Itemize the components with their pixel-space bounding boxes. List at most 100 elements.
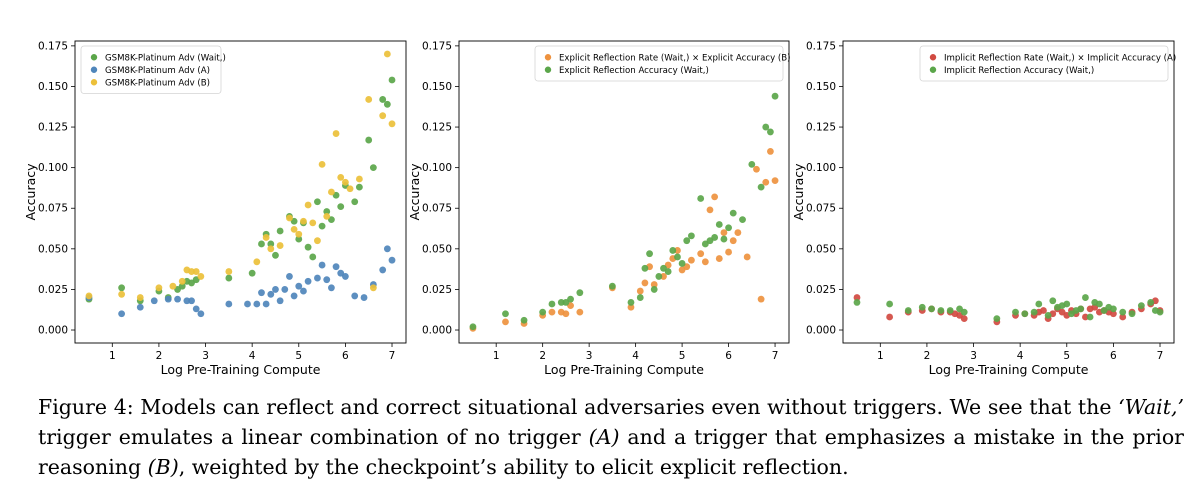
- data-point: [655, 273, 663, 280]
- x-tick-label: 6: [725, 350, 732, 362]
- caption-text-1: Figure 4: Models can reflect and correct…: [38, 395, 1119, 419]
- data-point: [262, 234, 270, 241]
- data-point: [1021, 310, 1029, 318]
- caption-a: (A): [588, 425, 620, 449]
- y-tick-label: 0.075: [38, 203, 68, 215]
- data-point: [286, 273, 293, 280]
- y-tick-label: 0.075: [422, 203, 452, 215]
- y-tick-label: 0.050: [38, 243, 68, 255]
- data-point: [886, 313, 894, 321]
- x-tick-label: 1: [109, 350, 116, 362]
- data-point: [1109, 310, 1117, 318]
- data-point: [379, 112, 387, 120]
- data-point: [267, 245, 275, 253]
- data-point: [351, 292, 359, 300]
- data-point: [715, 221, 723, 228]
- legend-box: [534, 45, 784, 82]
- x-tick-label: 2: [156, 350, 163, 362]
- data-point: [853, 299, 861, 306]
- data-point: [328, 284, 335, 292]
- data-point: [669, 247, 677, 254]
- chart-panel-3: 1 2 3 4 5 6 7 0.000 0.025 0.050 0.075 0.100 0.125 0.1…: [791, 40, 1176, 377]
- data-point: [341, 178, 349, 186]
- data-point: [253, 258, 261, 266]
- data-point: [183, 297, 191, 305]
- data-point: [1128, 310, 1136, 318]
- data-point: [548, 300, 556, 308]
- data-point: [341, 273, 349, 280]
- data-point: [248, 269, 256, 277]
- data-point: [650, 281, 658, 288]
- data-point: [295, 282, 303, 290]
- data-point: [304, 277, 312, 285]
- data-point: [1119, 308, 1127, 316]
- data-point: [567, 295, 574, 303]
- legend-marker: [90, 54, 98, 61]
- data-point: [164, 295, 172, 303]
- x-tick-label: 7: [1157, 350, 1164, 362]
- data-point: [290, 292, 298, 300]
- data-point: [258, 240, 265, 248]
- data-point: [314, 274, 321, 282]
- y-tick-label: 0.125: [38, 122, 68, 134]
- y-tick-label: 0.150: [806, 81, 836, 93]
- data-point: [1035, 300, 1043, 308]
- data-point: [309, 253, 317, 261]
- data-point: [369, 284, 377, 292]
- y-tick-label: 0.050: [806, 243, 836, 255]
- data-point: [771, 177, 779, 185]
- caption-wait: ‘Wait,’: [1118, 395, 1184, 419]
- series-2: [469, 92, 779, 331]
- data-point: [383, 245, 391, 253]
- series-2: [85, 245, 396, 318]
- data-point: [469, 323, 477, 331]
- y-axis-label: Accuracy: [407, 163, 422, 221]
- data-point: [636, 294, 644, 301]
- data-point: [562, 310, 570, 318]
- data-point: [1049, 297, 1057, 305]
- data-point: [178, 277, 186, 285]
- y-tick-label: 0.100: [38, 162, 68, 174]
- data-point: [886, 300, 894, 308]
- data-point: [197, 273, 205, 280]
- data-point: [608, 282, 616, 290]
- data-point: [150, 297, 158, 305]
- data-point: [993, 315, 1001, 323]
- caption-text-2: trigger emulates a linear combination of…: [38, 425, 589, 449]
- chart-panel-1: 1 2 3 4 5 6 7 0.000 0.025 0.050 0.075 0.100 0.125 0.1…: [23, 40, 407, 377]
- data-point: [646, 250, 653, 258]
- data-point: [314, 198, 321, 206]
- data-point: [557, 299, 565, 306]
- data-point: [762, 178, 770, 186]
- data-point: [1040, 307, 1047, 314]
- series-1: [853, 294, 1164, 326]
- data-point: [674, 247, 681, 254]
- data-point: [225, 300, 233, 308]
- data-point: [725, 224, 732, 232]
- data-point: [262, 300, 270, 308]
- data-point: [383, 50, 391, 58]
- data-point: [1030, 308, 1038, 316]
- series-3: [85, 50, 396, 301]
- plot-frame: [74, 40, 407, 344]
- data-point: [332, 263, 340, 271]
- data-point: [664, 268, 672, 275]
- x-tick-label: 5: [1063, 350, 1070, 362]
- data-point: [276, 297, 284, 305]
- x-tick-label: 7: [389, 350, 396, 362]
- data-point: [960, 315, 968, 323]
- data-point: [539, 308, 547, 316]
- data-point: [687, 256, 695, 264]
- data-point: [337, 173, 345, 181]
- data-point: [365, 96, 373, 103]
- data-point: [351, 198, 359, 206]
- data-point: [258, 289, 265, 297]
- data-point: [253, 300, 261, 308]
- x-tick-label: 7: [772, 350, 779, 362]
- legend-box: [80, 45, 222, 94]
- data-point: [548, 308, 556, 316]
- figure-charts: 1 2 3 4 5 6 7 0.000 0.025 0.050 0.075 0.100 0.125 0.1…: [23, 40, 1176, 377]
- data-point: [1063, 300, 1071, 308]
- legend-label: GSM8K-Platinum Adv (A): [105, 66, 210, 76]
- y-tick-label: 0.025: [422, 284, 452, 296]
